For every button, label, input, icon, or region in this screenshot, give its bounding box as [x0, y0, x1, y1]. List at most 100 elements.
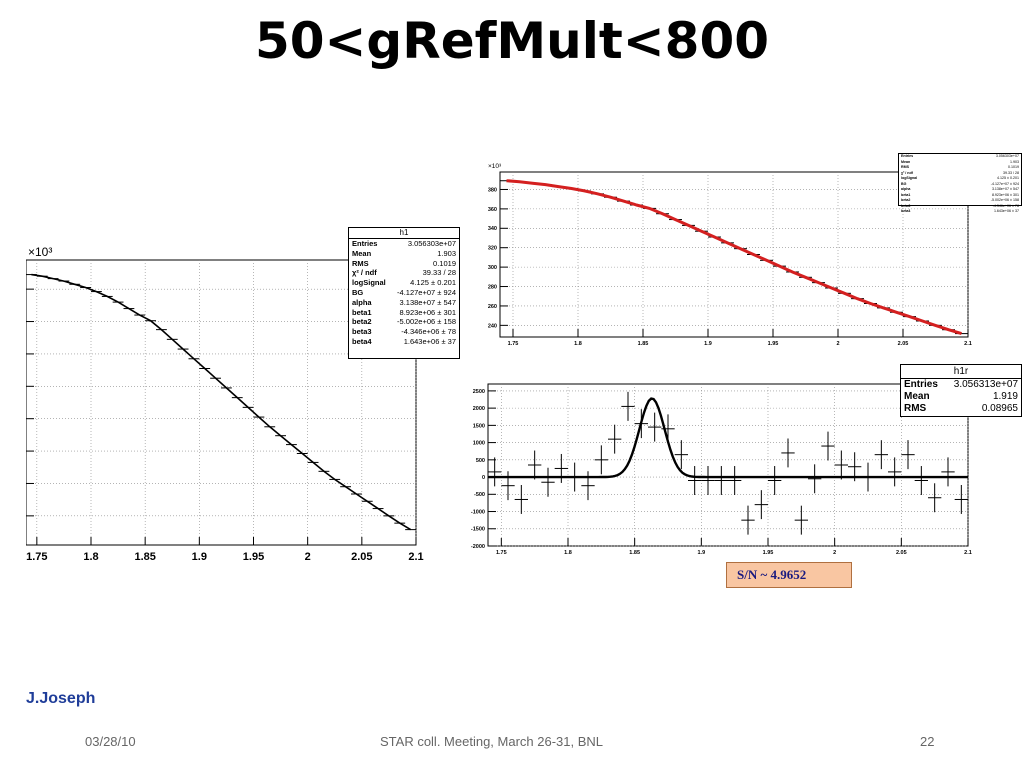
- x-tick-label: 2.05: [351, 551, 372, 562]
- x-tick-label: 1.75: [508, 341, 519, 347]
- h1-stat-row: χ² / ndf 39.33 / 28: [349, 268, 459, 278]
- h1-stat-row: beta2 -5.002e+06 ± 158: [349, 317, 459, 327]
- y-tick-label: 1500: [473, 423, 485, 429]
- h1-stat-row: logSignal 4.125 ± 0.201: [349, 278, 459, 288]
- y-tick-label: 2500: [473, 389, 485, 395]
- h1-stat-key: beta1: [352, 307, 372, 317]
- h1r-stat-key: RMS: [904, 403, 927, 414]
- y-exponent-label: ×10³: [488, 163, 502, 170]
- y-tick-label: 300: [488, 265, 497, 271]
- author-name: J.Joseph: [26, 690, 96, 707]
- h1-stat-value: 0.1019: [433, 258, 456, 268]
- y-tick-label: 500: [476, 458, 485, 464]
- x-tick-label: 2: [833, 550, 836, 556]
- sn-label-box: S/N ~ 4.9652: [726, 562, 852, 588]
- y-tick-label: 360: [488, 207, 497, 213]
- h1-stat-value: -5.002e+06 ± 158: [397, 317, 456, 327]
- x-tick-label: 1.85: [638, 341, 649, 347]
- h1-stat-row: RMS 0.1019: [349, 259, 459, 269]
- h1r-stat-value: 1.919: [992, 391, 1018, 402]
- x-tick-label: 1.95: [763, 550, 774, 556]
- h1r-chart-panel: 1.75 1.8 1.85 1.9 1.95 2 2.05 2.1 -2000 -1500 -100…: [460, 380, 976, 560]
- fit-overlay-stat-key: beta1: [901, 192, 911, 197]
- h1-stat-value: 8.923e+06 ± 301: [399, 307, 456, 317]
- fit-overlay-stat-row: logSignal 4.125 ± 0.201: [899, 176, 1021, 182]
- x-tick-label: 1.9: [698, 550, 706, 556]
- h1-stat-row: Mean 1.903: [349, 249, 459, 259]
- footer-date: 03/28/10: [85, 734, 136, 749]
- h1-stat-row: beta3 -4.346e+06 ± 78: [349, 327, 459, 337]
- h1r-stats-box: h1r Entries 3.056313e+07 Mean 1.919 RMS 0.089…: [900, 364, 1022, 417]
- fit-overlay-stat-value: 39.33 / 28: [1003, 170, 1019, 175]
- fit-overlay-stat-key: Entries: [901, 154, 914, 158]
- h1r-stat-value: 0.08965: [981, 403, 1018, 414]
- h1-stats-box: h1 Entries 3.056303e+07 Mean 1.903 RMS 0.1019…: [348, 227, 460, 359]
- x-tick-label: 2: [305, 551, 311, 562]
- y-tick-label: 340: [488, 226, 497, 232]
- h1-stat-value: -4.346e+06 ± 78: [401, 327, 456, 337]
- fit-overlay-stat-value: 1.643e+06 ± 37: [993, 209, 1019, 213]
- fit-overlay-stat-value: -4.346e+06 ± 78: [992, 203, 1019, 208]
- y-tick-label: 320: [488, 246, 497, 252]
- y-tick-label: -500: [474, 492, 485, 498]
- h1-stat-row: beta1 8.923e+06 ± 301: [349, 308, 459, 318]
- fit-overlay-stat-key: RMS: [901, 165, 909, 169]
- fit-overlay-stat-value: 3.138e+07 ± 547: [991, 187, 1019, 191]
- fit-overlay-stat-row: χ² / ndf 39.33 / 28: [899, 171, 1021, 177]
- h1-stat-value: 3.138e+07 ± 547: [399, 297, 456, 307]
- x-tick-label: 1.8: [574, 341, 582, 347]
- fit-overlay-stat-value: -4.127e+07 ± 924: [990, 181, 1019, 186]
- h1-stat-row: beta4 1.643e+06 ± 37: [349, 337, 459, 347]
- slide-number: 22: [920, 734, 935, 749]
- x-tick-label: 1.85: [134, 551, 155, 562]
- fit-overlay-panel: 1.75 1.8 1.85 1.9 1.95 2 2.05 2.1 240 260 280 300 32…: [486, 160, 976, 352]
- fit-overlay-stat-value: 8.923e+06 ± 301: [991, 192, 1019, 197]
- x-tick-label: 2.1: [408, 551, 423, 562]
- x-tick-label: 1.8: [83, 551, 98, 562]
- h1r-chart: 1.75 1.8 1.85 1.9 1.95 2 2.05 2.1 -2000 -1500 -100…: [471, 383, 972, 556]
- fit-overlay-chart: 1.75 1.8 1.85 1.9 1.95 2 2.05 2.1 240 260 280 300 32…: [488, 163, 972, 347]
- fit-overlay-stat-value: 4.125 ± 0.201: [997, 176, 1019, 180]
- y-tick-label: 240: [488, 323, 497, 329]
- h1r-gaussian-fit: [488, 397, 968, 479]
- h1-stat-key: beta3: [352, 327, 372, 337]
- h1-stat-key: RMS: [352, 258, 369, 268]
- h1r-stat-key: Entries: [904, 379, 938, 390]
- fit-overlay-stat-row: beta3 -4.346e+06 ± 78: [899, 204, 1021, 210]
- h1-stat-key: logSignal: [352, 278, 386, 288]
- fit-overlay-stat-key: alpha: [901, 187, 911, 191]
- h1r-stat-row: RMS 0.08965: [901, 403, 1021, 415]
- fit-overlay-stat-key: Mean: [901, 159, 911, 164]
- fit-overlay-stat-row: Entries 3.056303e+07: [899, 154, 1021, 160]
- fit-overlay-stat-value: 3.056303e+07: [995, 154, 1019, 158]
- fit-overlay-stat-key: beta3: [901, 203, 911, 208]
- fit-overlay-stat-key: logSignal: [901, 176, 918, 180]
- y-tick-label: 280: [488, 284, 497, 290]
- y-tick-label: 0: [482, 475, 485, 481]
- h1-stat-key: BG: [352, 287, 364, 297]
- x-tick-label: 1.95: [768, 341, 779, 347]
- h1r-stat-row: Entries 3.056313e+07: [901, 379, 1021, 391]
- fit-overlay-stat-row: BG -4.127e+07 ± 924: [899, 182, 1021, 188]
- h1-stat-key: beta4: [352, 336, 372, 346]
- fit-overlay-stat-row: alpha 3.138e+07 ± 547: [899, 187, 1021, 193]
- y-tick-label: 1000: [473, 441, 485, 447]
- h1-stat-key: Mean: [352, 248, 372, 258]
- h1r-stat-value: 3.056313e+07: [953, 379, 1018, 390]
- x-tick-label: 1.75: [26, 551, 47, 562]
- fit-overlay-stat-row: beta1 8.923e+06 ± 301: [899, 193, 1021, 199]
- fit-overlay-stat-row: RMS 0.1019: [899, 165, 1021, 171]
- y-tick-label: 380: [488, 187, 497, 193]
- overlay-fit-curve: [506, 179, 962, 336]
- h1-stat-key: χ² / ndf: [352, 268, 377, 278]
- h1-stat-row: BG -4.127e+07 ± 924: [349, 288, 459, 298]
- h1-stat-value: 39.33 / 28: [422, 268, 456, 278]
- h1r-stat-row: Mean 1.919: [901, 391, 1021, 403]
- h1-fit-curve: [31, 273, 412, 531]
- x-tick-label: 1.85: [629, 550, 640, 556]
- x-tick-label: 2.1: [964, 550, 972, 556]
- y-tick-label: -1000: [471, 509, 485, 515]
- y-tick-label: -2000: [471, 544, 485, 550]
- fit-overlay-stat-key: BG: [901, 181, 907, 186]
- h1-stat-value: 1.903: [437, 248, 456, 258]
